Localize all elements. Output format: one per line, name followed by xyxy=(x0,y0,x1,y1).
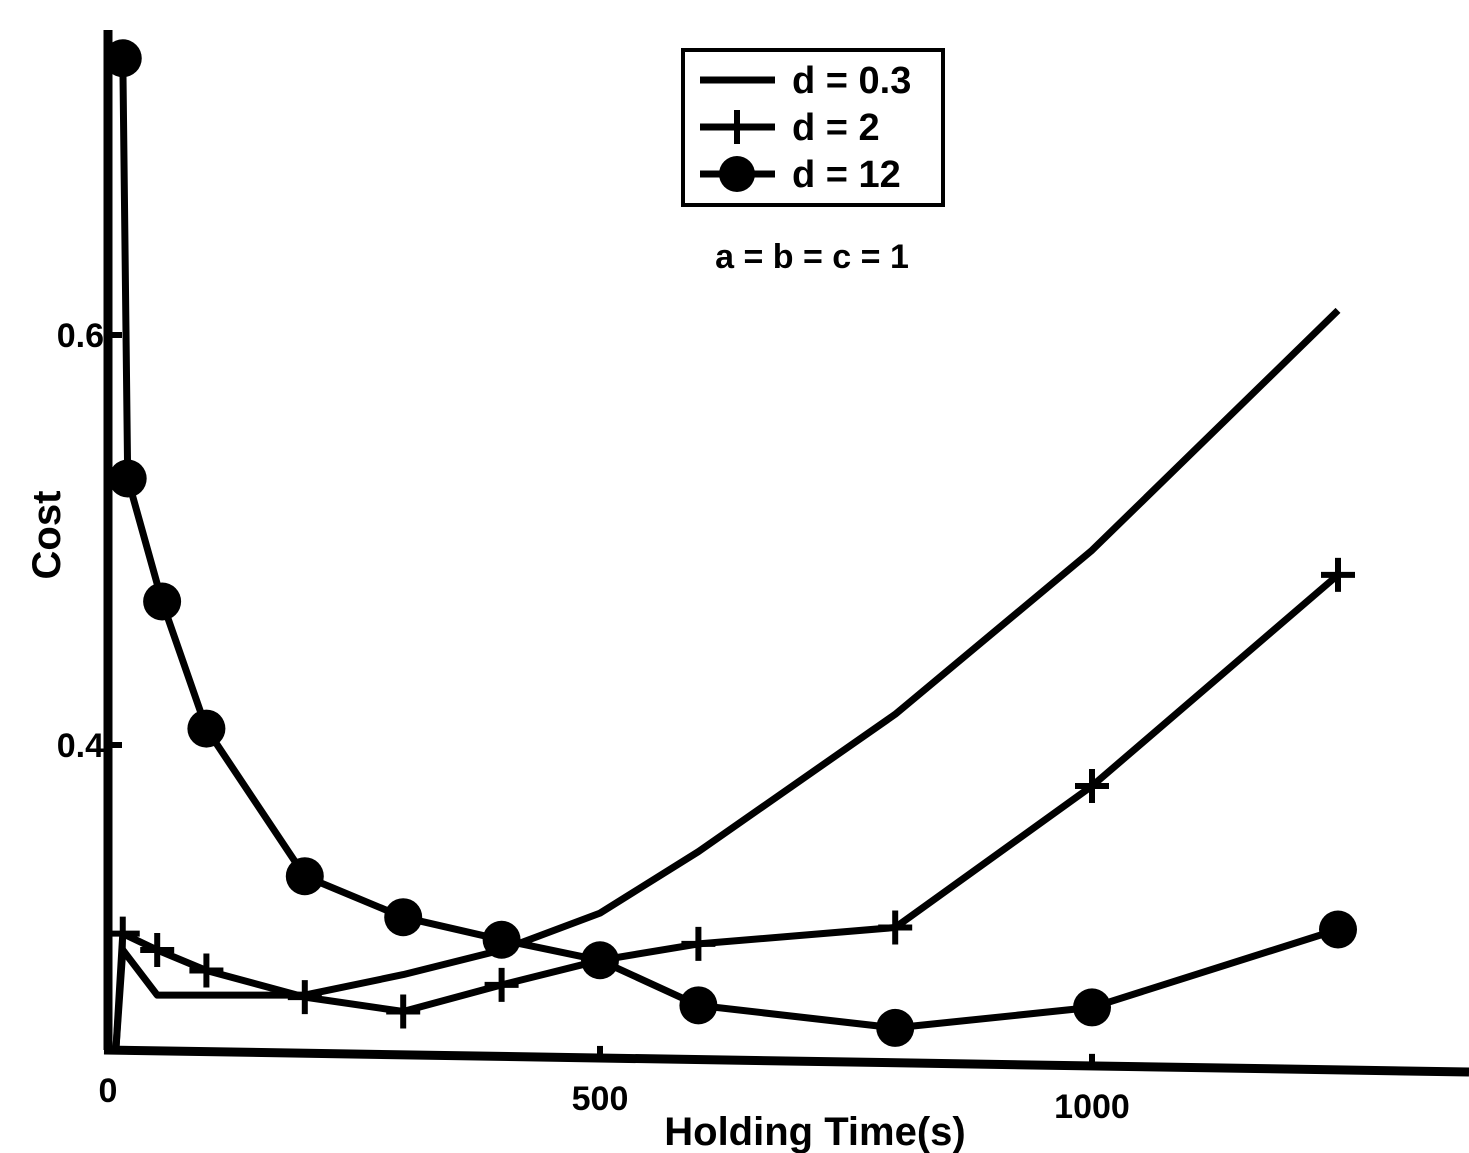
legend-label: d = 12 xyxy=(792,154,901,196)
data-point-circle xyxy=(143,582,182,621)
data-point-circle xyxy=(876,1008,915,1047)
legend-label: d = 2 xyxy=(792,107,880,149)
x-tick-label: 500 xyxy=(572,1080,629,1118)
series-line xyxy=(112,572,1341,1049)
data-point-circle xyxy=(187,709,226,748)
data-point-circle xyxy=(384,898,423,937)
data-point-circle xyxy=(1073,988,1111,1027)
legend-entry: d = 2 xyxy=(700,107,880,149)
data-point-plus xyxy=(1075,769,1109,803)
data-point-plus xyxy=(878,910,913,945)
data-point-circle xyxy=(285,857,324,896)
legend-entry: d = 0.3 xyxy=(700,60,911,102)
data-point-circle xyxy=(581,941,619,980)
data-point-circle xyxy=(1319,910,1357,949)
data-point-plus xyxy=(140,933,175,967)
x-axis-label: Holding Time(s) xyxy=(664,1110,965,1153)
series-2 xyxy=(105,557,1355,1049)
data-point-circle xyxy=(679,986,718,1025)
data-point-plus xyxy=(1321,557,1355,592)
series-line xyxy=(112,307,1341,1049)
series-1 xyxy=(112,307,1341,1049)
tick-group: 0 500 1000 0.4 0.6 xyxy=(57,317,1130,1126)
data-point-circle xyxy=(719,156,755,192)
series-layer xyxy=(103,39,1357,1049)
data-point-plus xyxy=(386,994,421,1029)
legend-entry: d = 12 xyxy=(700,154,901,196)
data-point-circle xyxy=(482,920,521,959)
legend: d = 0.3 d = 2 d = 12 xyxy=(681,48,945,207)
data-point-circle xyxy=(103,39,142,78)
y-tick-label: 0.4 xyxy=(57,727,104,765)
series-3 xyxy=(103,39,1357,1047)
data-point-circle xyxy=(108,459,147,498)
data-point-plus xyxy=(189,953,224,988)
x-axis-line xyxy=(103,1045,1469,1077)
y-tick-label: 0.6 xyxy=(57,317,104,355)
data-point-plus xyxy=(287,980,322,1015)
data-point-plus xyxy=(681,926,716,961)
data-point-plus xyxy=(720,110,754,144)
axes xyxy=(103,30,1469,1077)
y-axis-label: Cost xyxy=(25,491,69,580)
data-point-plus xyxy=(105,916,140,951)
x-tick-label: 0 xyxy=(99,1072,118,1110)
legend-label: d = 0.3 xyxy=(792,60,911,102)
parameter-annotation: a = b = c = 1 xyxy=(715,238,909,276)
x-tick-label: 1000 xyxy=(1054,1088,1130,1126)
data-point-plus xyxy=(484,967,519,1002)
